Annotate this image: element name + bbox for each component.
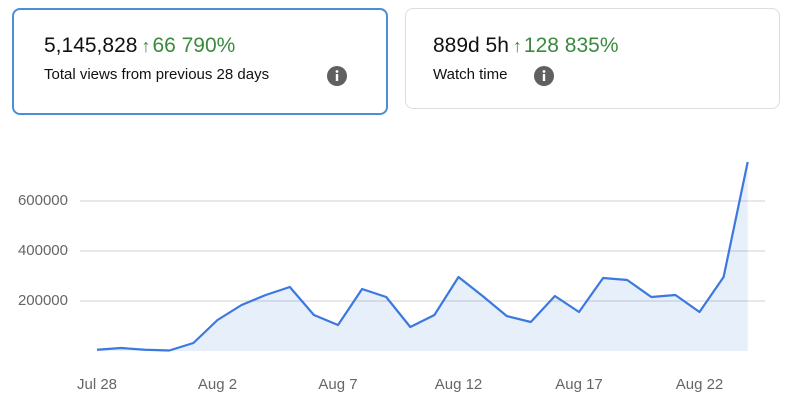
metric-label: Total views from previous 28 days	[44, 66, 270, 83]
metric-value: 889d 5h	[433, 34, 509, 57]
info-icon[interactable]	[534, 66, 554, 86]
metric-change: 128 835%	[523, 34, 619, 57]
line	[96, 161, 749, 352]
watch-card[interactable]: 889d 5h ↑128 835% Watch time	[405, 8, 780, 109]
metric-value: 5,145,828	[44, 34, 138, 57]
x-tick-label: Aug 12	[435, 376, 483, 393]
x-tick-label: Aug 2	[198, 376, 237, 393]
y-tick-label: 400000	[18, 242, 68, 259]
x-tick-label: Aug 22	[676, 376, 724, 393]
metric-change: 66 790%	[152, 34, 236, 57]
area	[97, 162, 748, 351]
views-card[interactable]: 5,145,828 ↑66 790% Total views from previ…	[12, 8, 388, 115]
metric: 5,145,828 ↑66 790%	[44, 34, 235, 58]
y-tick-label: 200000	[18, 292, 68, 309]
up-arrow: ↑	[141, 36, 151, 56]
metric-label: Watch time	[433, 66, 508, 83]
info-icon[interactable]	[327, 66, 347, 86]
x-tick-label: Aug 7	[318, 376, 357, 393]
y-tick-label: 600000	[18, 192, 68, 209]
x-tick-label: Jul 28	[77, 376, 117, 393]
up-arrow: ↑	[512, 36, 522, 56]
metric: 889d 5h ↑128 835%	[433, 34, 619, 58]
x-tick-label: Aug 17	[555, 376, 603, 393]
